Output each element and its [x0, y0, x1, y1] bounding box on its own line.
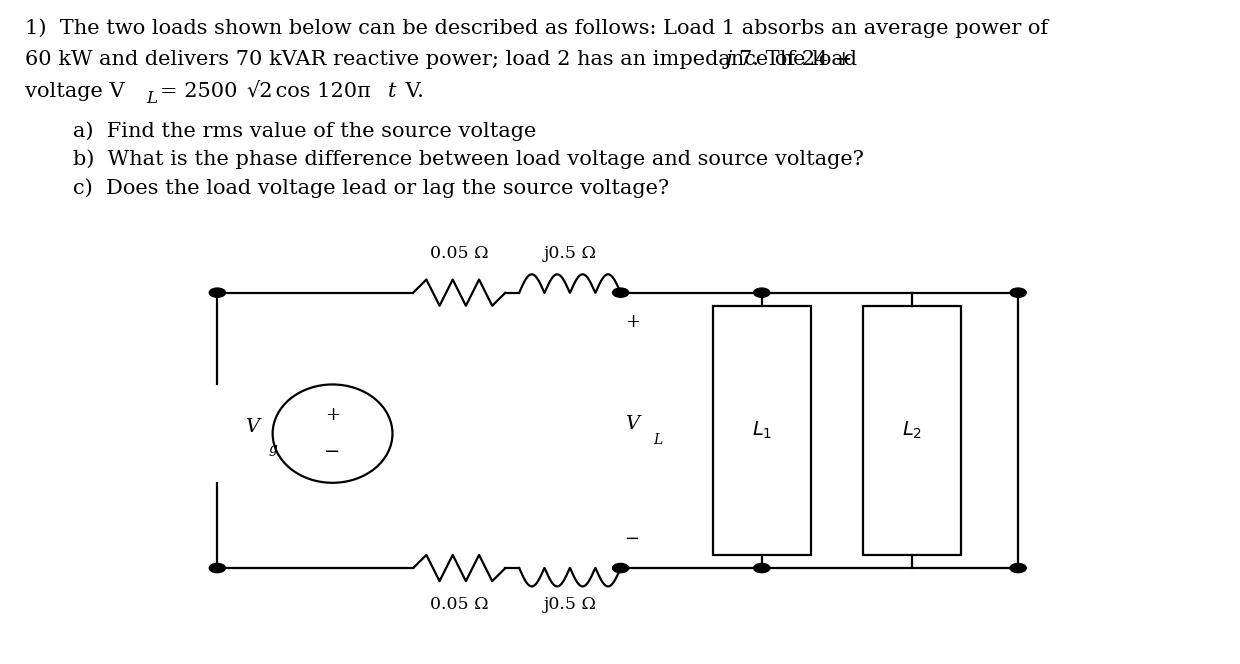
Bar — [713, 306, 811, 555]
Text: +: + — [625, 313, 640, 331]
Text: 1)  The two loads shown below can be described as follows: Load 1 absorbs an ave: 1) The two loads shown below can be desc… — [25, 19, 1048, 39]
Text: b)  What is the phase difference between load voltage and source voltage?: b) What is the phase difference between … — [73, 149, 864, 169]
Text: −: − — [625, 529, 640, 548]
Circle shape — [613, 288, 629, 297]
Circle shape — [210, 288, 226, 297]
Text: = 2500: = 2500 — [160, 82, 237, 100]
Circle shape — [613, 564, 629, 572]
Text: c)  Does the load voltage lead or lag the source voltage?: c) Does the load voltage lead or lag the… — [73, 179, 670, 199]
Text: j0.5 Ω: j0.5 Ω — [543, 245, 596, 262]
Circle shape — [1011, 564, 1027, 572]
Text: V: V — [244, 418, 259, 436]
Text: t: t — [388, 82, 397, 100]
Text: 7. The load: 7. The load — [739, 50, 857, 69]
Bar — [863, 306, 961, 555]
Circle shape — [210, 564, 226, 572]
Text: 0.05 Ω: 0.05 Ω — [430, 596, 489, 613]
Text: $L_1$: $L_1$ — [751, 420, 771, 441]
Text: V: V — [625, 415, 639, 433]
Text: V.: V. — [399, 82, 424, 100]
Text: $L_2$: $L_2$ — [901, 420, 921, 441]
Circle shape — [1011, 288, 1027, 297]
Text: −: − — [325, 444, 341, 461]
Text: 0.05 Ω: 0.05 Ω — [430, 245, 489, 262]
Text: 60 kW and delivers 70 kVAR reactive power; load 2 has an impedance of 24 +: 60 kW and delivers 70 kVAR reactive powe… — [25, 50, 859, 69]
Text: +: + — [325, 406, 340, 424]
Text: j0.5 Ω: j0.5 Ω — [543, 596, 596, 613]
Text: a)  Find the rms value of the source voltage: a) Find the rms value of the source volt… — [73, 121, 537, 141]
Text: g: g — [268, 442, 278, 456]
Circle shape — [754, 288, 770, 297]
Circle shape — [754, 564, 770, 572]
Text: voltage V: voltage V — [25, 82, 124, 100]
Text: √2: √2 — [246, 82, 273, 100]
Text: j: j — [725, 50, 732, 69]
Text: L: L — [146, 90, 157, 107]
Text: cos 120π: cos 120π — [269, 82, 371, 100]
Text: L: L — [653, 433, 662, 447]
